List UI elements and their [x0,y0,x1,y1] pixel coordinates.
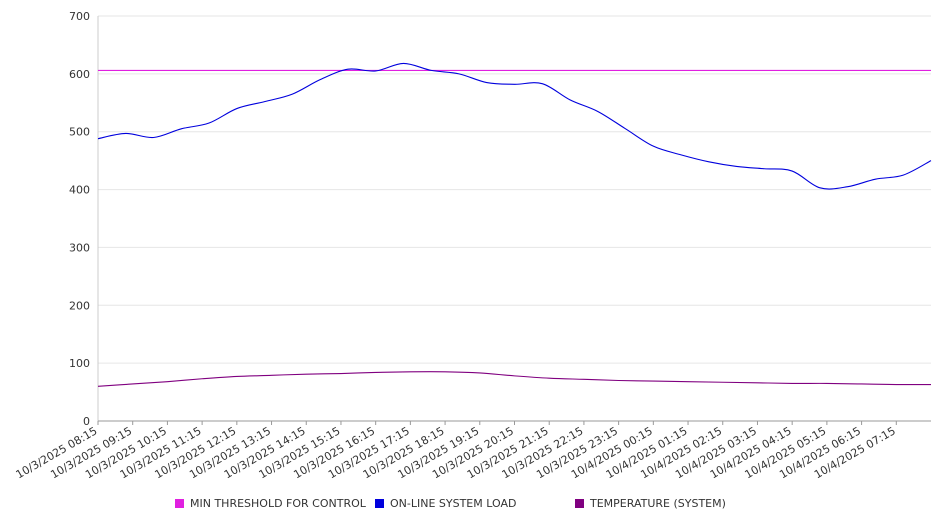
legend: MIN THRESHOLD FOR CONTROL ON-LINE SYSTEM … [0,497,946,515]
legend-label: MIN THRESHOLD FOR CONTROL [190,497,366,510]
series-group [97,62,932,387]
y-tick-label: 300 [69,241,90,254]
series-line-temperature-system [97,371,932,387]
y-tick-label: 200 [69,299,90,312]
axes [97,16,931,425]
legend-swatch [375,499,384,508]
y-tick-label: 700 [69,10,90,23]
legend-item[interactable]: TEMPERATURE (SYSTEM) [575,497,726,510]
y-tick-label: 100 [69,357,90,370]
gridlines [98,15,931,364]
y-tick-label: 500 [69,126,90,139]
y-tick-label: 400 [69,184,90,197]
y-tick-labels: 0 100 200 300 400 500 600 700 [69,10,90,428]
legend-item[interactable]: MIN THRESHOLD FOR CONTROL [175,497,366,510]
legend-swatch [575,499,584,508]
legend-label: TEMPERATURE (SYSTEM) [590,497,726,510]
legend-label: ON-LINE SYSTEM LOAD [390,497,517,510]
series-line-on-line-system-load [97,62,932,190]
y-tick-label: 600 [69,68,90,81]
y-tick-label: 0 [83,415,90,428]
legend-swatch [175,499,184,508]
legend-item[interactable]: ON-LINE SYSTEM LOAD [375,497,516,510]
